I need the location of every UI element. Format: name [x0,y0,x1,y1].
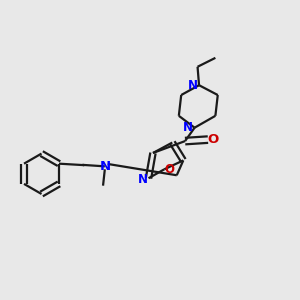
Text: N: N [99,160,110,173]
Text: N: N [138,173,148,186]
Text: N: N [188,79,197,92]
Text: O: O [165,164,175,176]
Text: O: O [208,133,219,146]
Text: N: N [183,121,193,134]
